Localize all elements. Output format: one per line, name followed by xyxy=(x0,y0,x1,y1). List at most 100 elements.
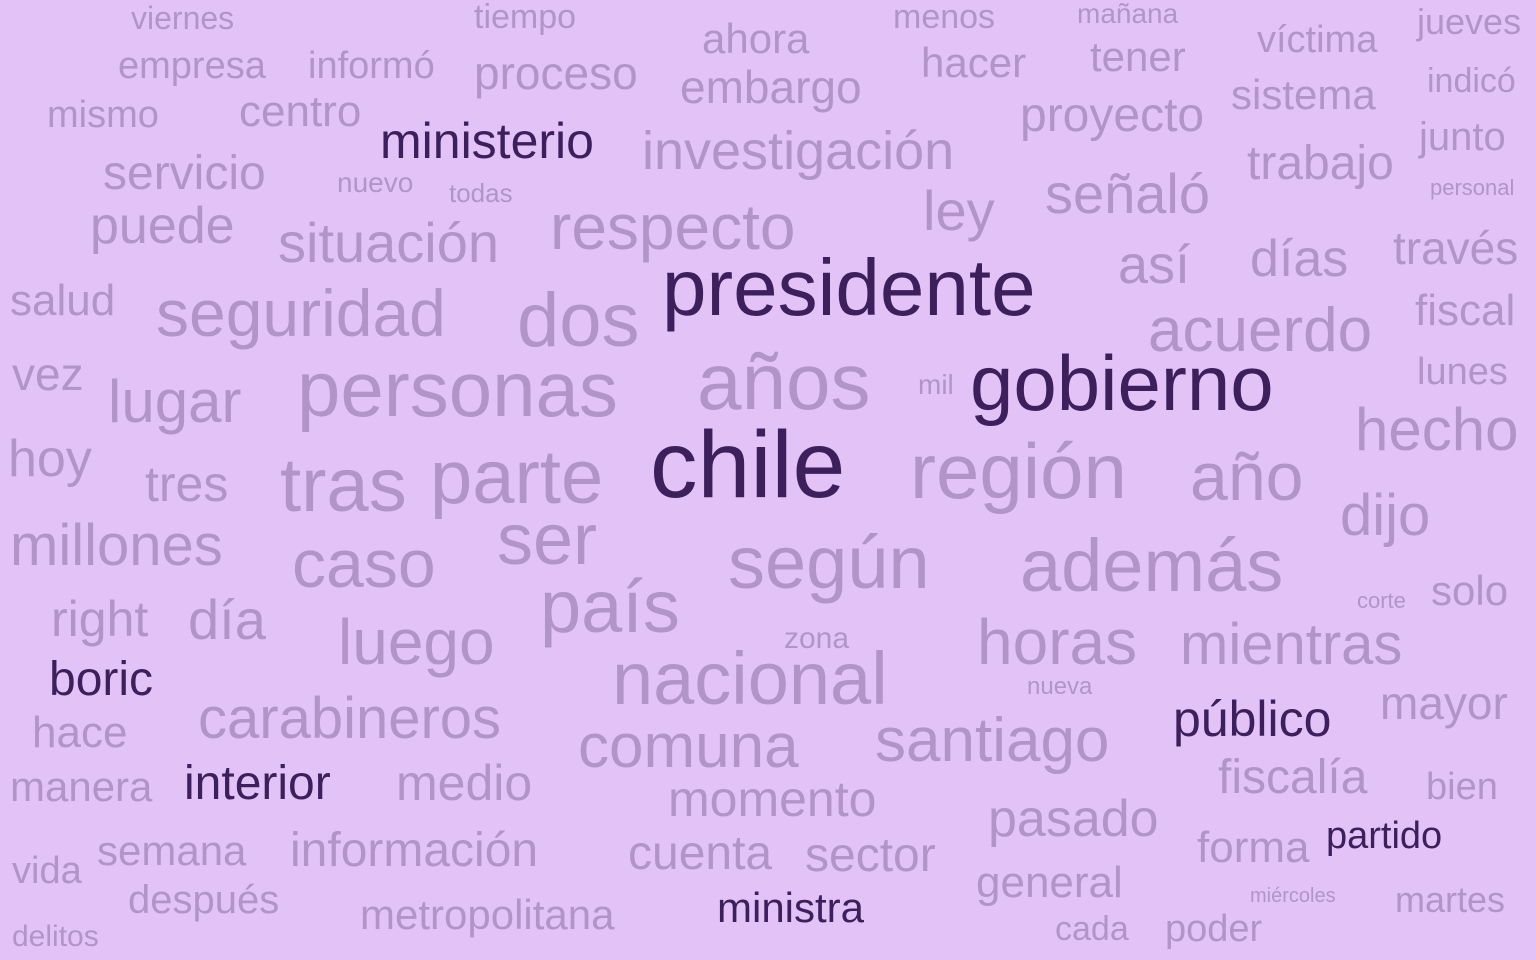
word-partido: partido xyxy=(1326,815,1443,857)
word-seguridad: seguridad xyxy=(156,276,446,350)
word-vida: vida xyxy=(12,850,82,892)
word-señaló: señaló xyxy=(1045,162,1211,225)
word-víctima: víctima xyxy=(1257,19,1378,61)
word-comuna: comuna xyxy=(578,712,799,781)
word-lugar: lugar xyxy=(108,368,242,435)
word-mismo: mismo xyxy=(47,94,159,136)
word-nueva: nueva xyxy=(1027,673,1093,700)
word-ahora: ahora xyxy=(702,15,810,62)
word-nuevo: nuevo xyxy=(337,167,414,198)
word-puede: puede xyxy=(90,197,235,255)
word-dijo: dijo xyxy=(1340,483,1431,548)
word-año: año xyxy=(1190,439,1304,515)
word-presidente: presidente xyxy=(662,243,1036,332)
word-parte: parte xyxy=(430,435,604,520)
word-zona: zona xyxy=(784,622,850,655)
word-dos: dos xyxy=(517,278,640,363)
word-ley: ley xyxy=(923,179,995,242)
word-fiscalía: fiscalía xyxy=(1218,751,1368,804)
word-boric: boric xyxy=(49,653,154,706)
word-carabineros: carabineros xyxy=(198,686,502,751)
word-proyecto: proyecto xyxy=(1020,89,1205,142)
word-caso: caso xyxy=(292,526,436,602)
word-manera: manera xyxy=(10,763,153,810)
word-personas: personas xyxy=(297,345,618,433)
word-servicio: servicio xyxy=(103,147,266,200)
word-santiago: santiago xyxy=(875,706,1110,775)
word-gobierno: gobierno xyxy=(970,339,1274,427)
word-chile: chile xyxy=(650,412,846,518)
word-salud: salud xyxy=(10,276,116,325)
word-lunes: lunes xyxy=(1417,351,1508,393)
word-tener: tener xyxy=(1090,33,1186,80)
word-indicó: indicó xyxy=(1427,62,1516,100)
word-bien: bien xyxy=(1426,766,1498,808)
word-región: región xyxy=(910,427,1127,515)
word-miércoles: miércoles xyxy=(1250,885,1336,907)
word-ser: ser xyxy=(497,500,598,580)
word-hace: hace xyxy=(32,708,128,757)
word-martes: martes xyxy=(1395,879,1506,920)
word-medio: medio xyxy=(396,755,533,811)
word-pasado: pasado xyxy=(988,790,1159,848)
word-información: información xyxy=(290,824,539,877)
word-sector: sector xyxy=(805,829,936,882)
word-tiempo: tiempo xyxy=(474,0,577,36)
word-tres: tres xyxy=(145,456,229,512)
word-right: right xyxy=(51,591,149,647)
word-además: además xyxy=(1020,524,1284,607)
word-proceso: proceso xyxy=(474,47,638,99)
word-metropolitana: metropolitana xyxy=(360,891,615,938)
word-menos: menos xyxy=(893,0,996,36)
word-forma: forma xyxy=(1197,823,1310,872)
word-investigación: investigación xyxy=(642,121,955,181)
word-tras: tras xyxy=(280,443,407,528)
word-poder: poder xyxy=(1165,908,1263,950)
word-días: días xyxy=(1250,230,1349,288)
word-personal: personal xyxy=(1430,175,1515,200)
word-corte: corte xyxy=(1357,588,1406,613)
word-viernes: viernes xyxy=(131,0,235,36)
word-trabajo: trabajo xyxy=(1247,137,1394,190)
word-hacer: hacer xyxy=(921,39,1027,86)
word-todas: todas xyxy=(449,178,513,208)
word-horas: horas xyxy=(977,606,1138,678)
word-ministra: ministra xyxy=(717,884,865,931)
word-después: después xyxy=(128,878,280,922)
word-solo: solo xyxy=(1431,567,1509,614)
word-mañana: mañana xyxy=(1077,0,1179,29)
word-general: general xyxy=(976,858,1123,907)
word-embargo: embargo xyxy=(680,61,862,113)
word-cada: cada xyxy=(1055,910,1129,948)
word-sistema: sistema xyxy=(1231,71,1376,118)
word-vez: vez xyxy=(12,348,84,400)
word-ministerio: ministerio xyxy=(380,113,594,169)
word-hecho: hecho xyxy=(1355,396,1519,463)
word-así: así xyxy=(1118,235,1191,295)
word-años: años xyxy=(697,337,871,426)
word-acuerdo: acuerdo xyxy=(1148,296,1373,365)
word-jueves: jueves xyxy=(1417,1,1522,42)
word-millones: millones xyxy=(10,513,223,578)
word-cuenta: cuenta xyxy=(628,827,773,880)
word-momento: momento xyxy=(668,771,877,827)
word-mil: mil xyxy=(918,369,954,400)
word-país: país xyxy=(540,565,680,648)
word-luego: luego xyxy=(338,606,495,678)
word-interior: interior xyxy=(184,757,331,810)
word-hoy: hoy xyxy=(8,430,92,488)
word-junto: junto xyxy=(1419,115,1506,159)
word-fiscal: fiscal xyxy=(1415,286,1516,335)
word-semana: semana xyxy=(97,827,247,874)
word-través: través xyxy=(1393,222,1519,274)
word-día: día xyxy=(188,588,266,651)
word-empresa: empresa xyxy=(118,45,266,87)
word-situación: situación xyxy=(278,211,500,274)
word-delitos: delitos xyxy=(12,920,99,953)
word-respecto: respecto xyxy=(550,191,796,263)
word-centro: centro xyxy=(239,87,362,136)
word-informó: informó xyxy=(308,45,435,87)
word-según: según xyxy=(728,521,930,604)
word-mientras: mientras xyxy=(1180,612,1403,677)
